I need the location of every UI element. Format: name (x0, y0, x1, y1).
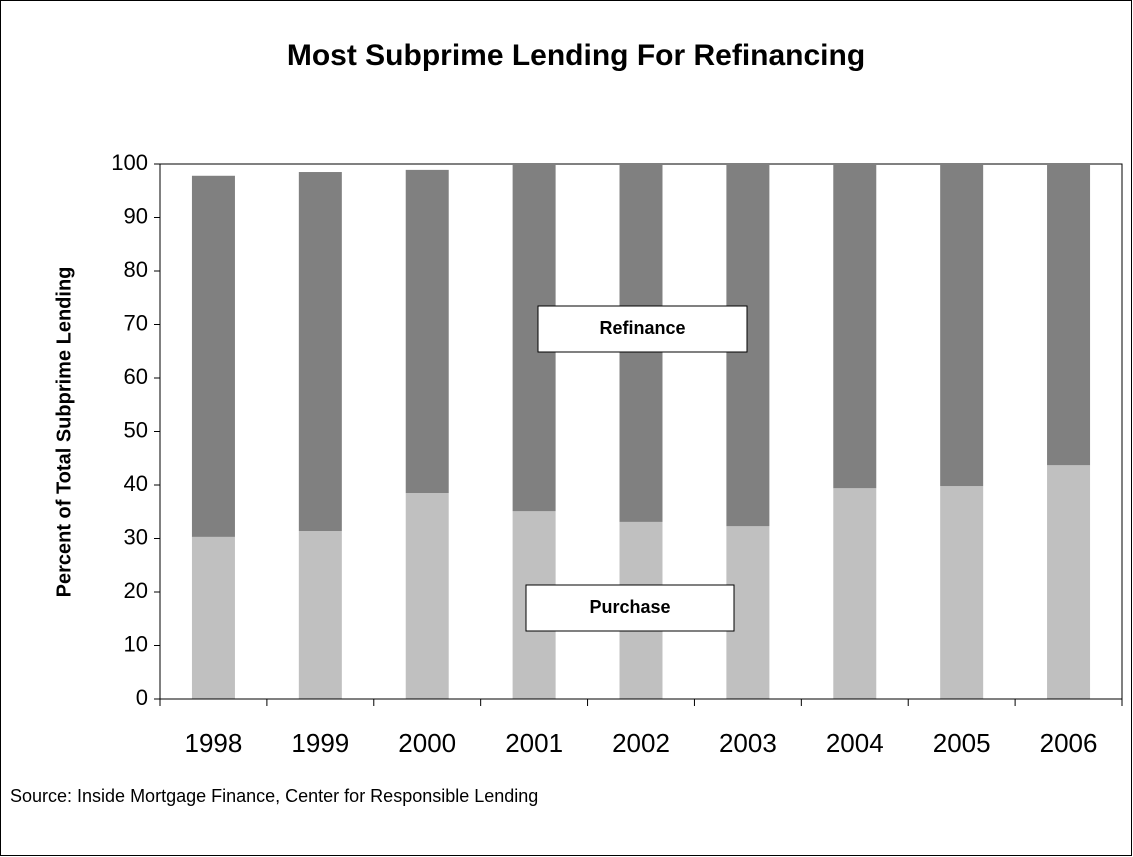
y-tick-label: 70 (124, 310, 148, 335)
y-tick-label: 60 (124, 364, 148, 389)
chart-title: Most Subprime Lending For Refinancing (287, 39, 865, 72)
x-tick-label: 2006 (1040, 728, 1098, 758)
y-tick-label: 50 (124, 417, 148, 442)
x-tick-label: 2004 (826, 728, 884, 758)
x-tick-label: 2005 (933, 728, 991, 758)
x-tick-label: 2003 (719, 728, 777, 758)
source-note: Source: Inside Mortgage Finance, Center … (10, 786, 538, 806)
y-tick-label: 0 (136, 685, 148, 710)
series-label: Purchase (589, 597, 670, 617)
y-tick-label: 30 (124, 524, 148, 549)
y-tick-label: 40 (124, 471, 148, 496)
x-tick-label: 2001 (505, 728, 563, 758)
series-label-box (525, 584, 735, 632)
bar-segment (940, 486, 984, 699)
y-tick-label: 10 (124, 631, 148, 656)
y-tick-label: 80 (124, 257, 148, 282)
x-tick-label: 1999 (291, 728, 349, 758)
bar-segment (1047, 164, 1091, 466)
series-label: Refinance (599, 318, 685, 338)
x-tick-label: 2002 (612, 728, 670, 758)
bar-segment (940, 164, 984, 487)
bar-segment (191, 175, 235, 537)
bar-segment (833, 488, 877, 699)
y-axis-label: Percent of Total Subprime Lending (53, 267, 75, 598)
bar-segment (298, 172, 342, 532)
y-tick-label: 90 (124, 203, 148, 228)
bar-segment (405, 169, 449, 494)
bar-segment (1047, 465, 1091, 699)
bar-segment (191, 536, 235, 699)
x-tick-label: 2000 (398, 728, 456, 758)
series-label-box (537, 305, 748, 353)
y-tick-label: 100 (111, 150, 148, 175)
bar-segment (405, 493, 449, 699)
x-tick-label: 1998 (185, 728, 243, 758)
y-tick-label: 20 (124, 578, 148, 603)
bar-segment (833, 164, 877, 489)
bar-segment (298, 531, 342, 699)
